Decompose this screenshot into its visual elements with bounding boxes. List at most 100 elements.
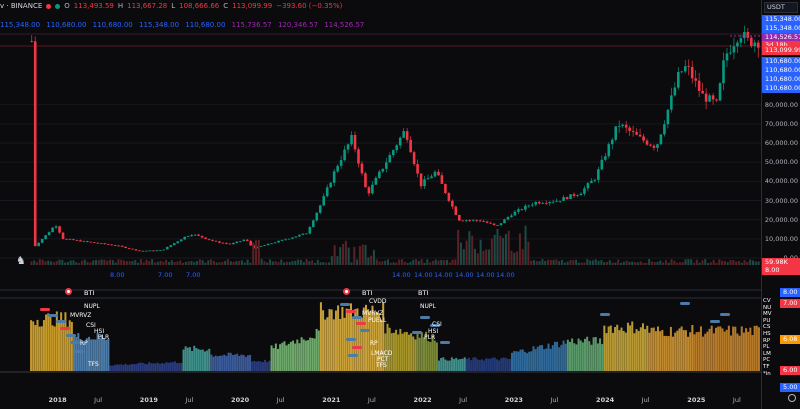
- indicator-bar: [435, 342, 438, 371]
- volume-bar: [260, 259, 263, 265]
- time-axis-label: Jul: [276, 396, 285, 404]
- bti-value: 14.00: [434, 271, 453, 279]
- volume-bar: [139, 259, 142, 265]
- indicator-bar: [137, 363, 140, 371]
- candle-body: [461, 220, 465, 222]
- candle-body: [339, 160, 343, 166]
- volume-bar: [114, 262, 117, 265]
- volume-bar: [224, 260, 227, 265]
- price-tag: 113,099.99: [762, 46, 800, 55]
- candle-body: [93, 242, 96, 243]
- candle-body: [503, 219, 506, 224]
- indicator-bar: [687, 336, 690, 371]
- candle-body: [520, 209, 524, 211]
- indicator-bar: [57, 321, 60, 371]
- candle-body: [47, 232, 51, 236]
- volume-bar: [737, 261, 740, 265]
- indicator-bar: [133, 364, 136, 371]
- symbol-title[interactable]: v · BINANCE: [0, 2, 43, 10]
- currency-selector[interactable]: USDT: [764, 2, 798, 13]
- volume-bar: [218, 262, 221, 265]
- indicator-bar: [470, 360, 473, 371]
- volume-bar: [403, 261, 406, 265]
- volume-bar: [184, 261, 187, 265]
- candle-body: [72, 239, 75, 241]
- indicator-bar: [541, 345, 544, 371]
- candle-body: [423, 179, 426, 187]
- candle-body: [61, 232, 65, 239]
- indicator-bar: [216, 356, 219, 371]
- volume-bar: [179, 260, 182, 265]
- indicator-bar: [532, 346, 535, 371]
- volume-bar: [704, 259, 707, 265]
- candle-body: [544, 203, 548, 204]
- candle-body: [590, 180, 593, 184]
- indicator-bar: [545, 348, 548, 371]
- indicator-bar: [311, 338, 314, 371]
- candle-body: [190, 235, 193, 237]
- indicator-bar: [352, 316, 355, 371]
- volume-bar: [92, 260, 95, 265]
- indicator-bar: [365, 304, 368, 371]
- indicator-label: HSI: [94, 328, 105, 335]
- indicator-bar: [377, 313, 380, 371]
- indicator-bar: [79, 338, 82, 371]
- indicator-bar: [40, 326, 43, 371]
- indicator-bar: [736, 333, 739, 371]
- settings-gear-icon[interactable]: [788, 394, 796, 402]
- indicator-marker: [420, 316, 430, 319]
- volume-bar: [415, 259, 418, 265]
- price-tick-label: 80,000.00: [764, 100, 798, 109]
- indicator-legend-label: PC: [763, 357, 771, 364]
- price-tick-label: 50,000.00: [764, 158, 798, 167]
- indicator-label: RP: [80, 340, 88, 347]
- volume-bar: [650, 261, 653, 265]
- candle-body: [569, 194, 572, 200]
- indicator-bar: [438, 360, 441, 371]
- indicator-bar: [495, 359, 498, 371]
- indicator-bar: [568, 341, 571, 371]
- candle-body: [711, 95, 715, 100]
- volume-bar: [516, 251, 519, 265]
- indicator-bar: [249, 354, 252, 371]
- volume-bar: [187, 261, 190, 265]
- volume-bar: [198, 259, 201, 265]
- volume-bar: [370, 255, 373, 265]
- candle-body: [756, 42, 760, 48]
- price-tag: 110,680.00: [762, 75, 800, 84]
- candle-body: [266, 243, 270, 246]
- volume-bar: [36, 262, 39, 265]
- indicator-legend-label: MV: [763, 311, 772, 318]
- volume-bar: [698, 262, 701, 265]
- price-axis[interactable]: USDT 115,348.00 115,348.00 114,526.57 3d 18…: [761, 0, 800, 409]
- indicator-bar: [661, 329, 664, 371]
- volume-bar: [64, 262, 67, 265]
- indicator-bar: [601, 344, 604, 371]
- indicator-bar: [528, 351, 531, 371]
- indicator-bar: [390, 333, 393, 371]
- candle-body: [277, 240, 280, 243]
- volume-bar: [549, 259, 552, 265]
- candle-body: [649, 144, 652, 146]
- candle-body: [346, 144, 350, 150]
- indicator-bar: [210, 354, 213, 371]
- indicator-bar: [444, 359, 447, 371]
- volume-bar: [547, 259, 550, 265]
- candle-body: [718, 83, 722, 101]
- volume-bar: [451, 259, 454, 265]
- candle-body: [287, 238, 291, 240]
- indicator-bar: [272, 348, 275, 371]
- volume-bar: [229, 261, 232, 265]
- time-axis-label: 2024: [596, 396, 615, 404]
- indicator-bar: [343, 317, 346, 371]
- indicator-tag: 6.08: [780, 335, 800, 344]
- indicator-bar: [90, 339, 93, 371]
- candle-body: [99, 243, 103, 245]
- indicator-bar: [62, 320, 65, 371]
- low-value: 108,666.66: [179, 2, 220, 10]
- candle-body: [659, 134, 663, 145]
- candle-body: [204, 237, 207, 239]
- indicator-bar: [523, 351, 526, 371]
- candle-body: [336, 165, 339, 172]
